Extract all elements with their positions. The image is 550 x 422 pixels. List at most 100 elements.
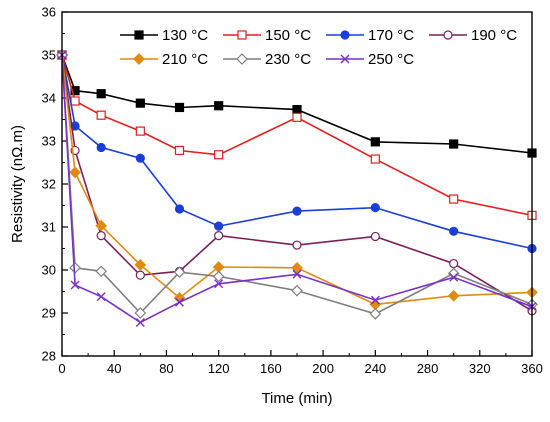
- legend-label: 170 °C: [368, 27, 414, 44]
- legend-label: 230 °C: [265, 51, 311, 68]
- series-line: [61, 54, 533, 324]
- data-point: [292, 240, 302, 250]
- data-point: [214, 101, 224, 111]
- data-point: [214, 221, 224, 231]
- y-tick-label: 34: [42, 91, 56, 106]
- x-tick-label: 240: [364, 361, 386, 376]
- data-point: [212, 270, 225, 283]
- data-point: [340, 54, 350, 64]
- data-point: [134, 258, 147, 271]
- data-point: [135, 153, 145, 163]
- x-tick-label: 40: [107, 361, 121, 376]
- data-point: [237, 30, 247, 40]
- data-point: [292, 105, 302, 115]
- data-point: [292, 269, 302, 279]
- data-point: [95, 219, 108, 232]
- data-point: [370, 295, 380, 305]
- data-point: [447, 267, 460, 280]
- legend: 130 °C 150 °C 170 °C 190 °C 210 °C 230 °C 250 …: [120, 27, 517, 68]
- legend-item: 170 °C: [326, 27, 414, 44]
- data-point: [449, 194, 459, 204]
- data-point: [174, 145, 185, 156]
- data-point: [449, 139, 459, 149]
- x-tick-label: 320: [469, 361, 491, 376]
- y-axis-title: Resistivity (nΩ.m): [9, 125, 26, 243]
- data-point: [449, 258, 459, 269]
- data-point: [174, 204, 185, 214]
- data-point: [449, 226, 459, 236]
- data-point: [214, 150, 224, 160]
- x-tick-label: 160: [260, 361, 282, 376]
- y-tick-label: 30: [42, 263, 56, 278]
- data-point: [174, 102, 185, 113]
- data-point: [135, 317, 145, 327]
- legend-label: 130 °C: [162, 27, 208, 44]
- data-point: [214, 279, 224, 289]
- data-point: [291, 284, 303, 297]
- data-point: [292, 112, 302, 122]
- series-line: [61, 54, 533, 250]
- y-tick-label: 29: [42, 306, 56, 321]
- data-point: [175, 297, 184, 307]
- data-point: [134, 307, 147, 319]
- legend-item: 130 °C: [120, 27, 208, 44]
- data-point: [69, 166, 81, 179]
- data-point: [133, 53, 145, 65]
- x-tick-label: 80: [159, 361, 173, 376]
- axis-ticks: 0 40 80 120 160 200 240 280 320 360 28 29 30 31 32 33 34…: [42, 5, 543, 377]
- data-point: [214, 231, 224, 241]
- series-line: [61, 54, 533, 315]
- y-tick-label: 28: [42, 349, 56, 364]
- data-point: [370, 231, 380, 242]
- data-point: [96, 231, 106, 241]
- data-point: [70, 86, 80, 96]
- x-tick-label: 280: [417, 361, 439, 376]
- y-tick-label: 35: [42, 48, 56, 63]
- legend-label: 250 °C: [368, 51, 414, 68]
- y-tick-label: 33: [42, 134, 56, 149]
- series-230C: [56, 49, 538, 320]
- data-point: [236, 53, 248, 65]
- x-axis-title: Time (min): [261, 390, 332, 407]
- data-point: [95, 265, 108, 278]
- legend-label: 210 °C: [162, 51, 208, 68]
- data-point: [370, 137, 380, 147]
- data-point: [135, 98, 145, 108]
- data-point: [135, 270, 145, 280]
- data-point: [449, 272, 459, 282]
- data-point: [70, 96, 80, 106]
- plot-frame: [61, 11, 533, 357]
- data-point: [291, 262, 303, 274]
- data-point: [370, 154, 380, 164]
- legend-item: 190 °C: [429, 27, 517, 44]
- series-170C: [57, 50, 537, 254]
- y-tick-label: 32: [42, 177, 56, 192]
- y-tick-label: 36: [42, 5, 56, 20]
- data-point: [96, 110, 106, 120]
- data-point: [292, 206, 302, 216]
- data-point: [369, 308, 382, 320]
- legend-item: 150 °C: [223, 27, 311, 44]
- series-line: [61, 54, 533, 154]
- series-250C: [57, 50, 537, 327]
- x-tick-label: 360: [521, 361, 543, 376]
- data-point: [173, 266, 186, 278]
- data-point: [447, 289, 460, 302]
- x-tick-label: 200: [312, 361, 334, 376]
- data-point: [96, 292, 106, 302]
- series-line: [61, 54, 533, 312]
- series-line: [61, 54, 533, 217]
- x-tick-label: 120: [208, 361, 230, 376]
- data-point: [340, 30, 350, 40]
- legend-label: 150 °C: [265, 27, 311, 44]
- series-line: [61, 54, 533, 306]
- legend-item: 210 °C: [120, 51, 208, 68]
- legend-item: 250 °C: [326, 51, 414, 68]
- data-point: [70, 280, 80, 290]
- legend-label: 190 °C: [471, 27, 517, 44]
- legend-item: 230 °C: [223, 51, 311, 68]
- series-150C: [57, 50, 537, 220]
- data-point: [96, 142, 106, 153]
- series-group: [56, 49, 538, 327]
